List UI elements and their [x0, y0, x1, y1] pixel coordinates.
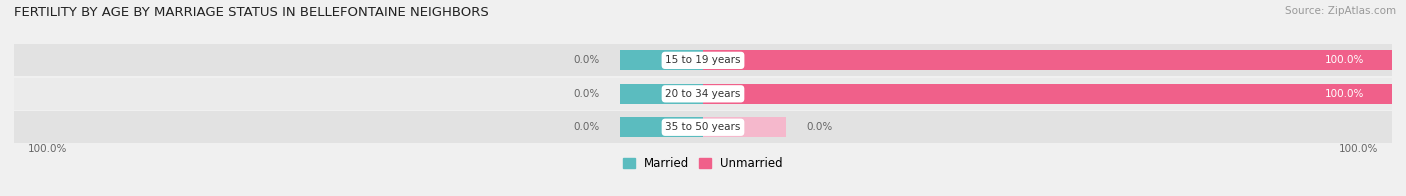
- Bar: [14, 78, 1392, 110]
- Text: 100.0%: 100.0%: [1339, 144, 1378, 154]
- Text: 0.0%: 0.0%: [807, 122, 832, 132]
- Text: 100.0%: 100.0%: [1324, 55, 1364, 65]
- Text: 15 to 19 years: 15 to 19 years: [665, 55, 741, 65]
- Text: Source: ZipAtlas.com: Source: ZipAtlas.com: [1285, 6, 1396, 16]
- Bar: [703, 50, 1392, 70]
- Text: 100.0%: 100.0%: [1324, 89, 1364, 99]
- Bar: [703, 117, 786, 137]
- Bar: [620, 50, 703, 70]
- Text: 0.0%: 0.0%: [574, 122, 599, 132]
- Text: 35 to 50 years: 35 to 50 years: [665, 122, 741, 132]
- Text: FERTILITY BY AGE BY MARRIAGE STATUS IN BELLEFONTAINE NEIGHBORS: FERTILITY BY AGE BY MARRIAGE STATUS IN B…: [14, 6, 489, 19]
- Bar: [620, 117, 703, 137]
- Text: 0.0%: 0.0%: [574, 89, 599, 99]
- Bar: [14, 44, 1392, 76]
- Bar: [620, 84, 703, 104]
- Legend: Married, Unmarried: Married, Unmarried: [623, 157, 783, 170]
- Text: 0.0%: 0.0%: [574, 55, 599, 65]
- Bar: [14, 111, 1392, 143]
- Bar: [703, 84, 1392, 104]
- Text: 100.0%: 100.0%: [28, 144, 67, 154]
- Text: 20 to 34 years: 20 to 34 years: [665, 89, 741, 99]
